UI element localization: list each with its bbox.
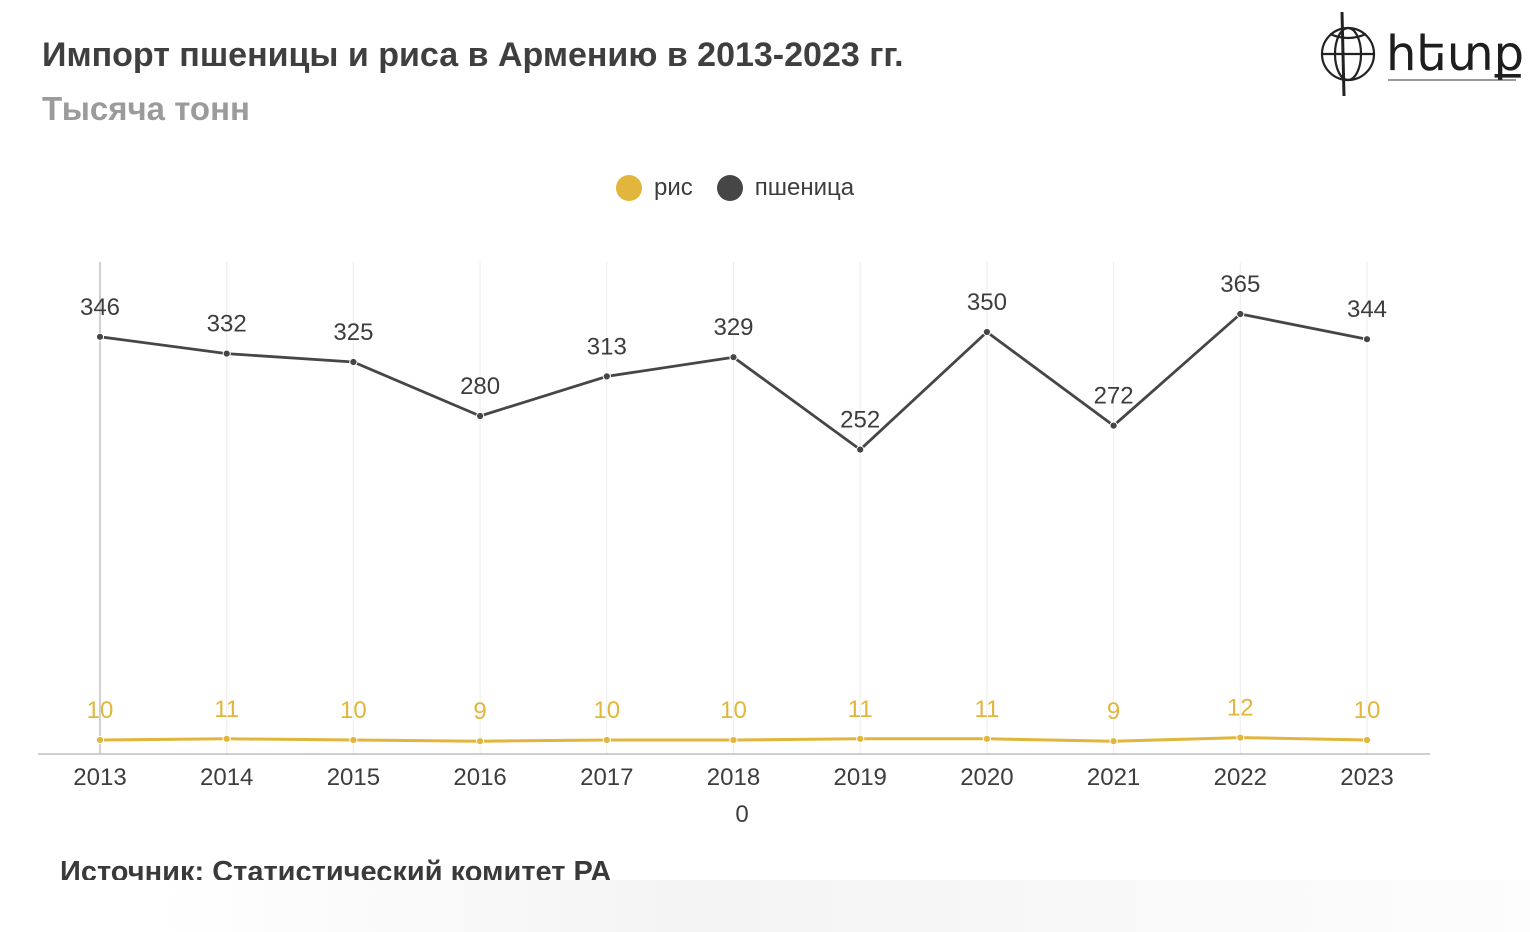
data-point-wheat	[856, 445, 865, 454]
data-label-rice: 12	[1227, 695, 1254, 722]
bottom-fade	[0, 880, 1530, 932]
data-point-rice	[349, 735, 358, 745]
data-label-wheat: 272	[1094, 383, 1134, 410]
data-label-wheat: 350	[967, 289, 1007, 316]
hetq-logo: hետք	[1320, 11, 1524, 97]
data-point-rice	[1362, 735, 1372, 745]
data-point-wheat	[729, 353, 738, 362]
x-tick-label: 2015	[327, 764, 380, 791]
legend-label-rice: рис	[654, 174, 693, 201]
data-label-rice: 10	[1354, 697, 1381, 724]
data-point-wheat	[982, 327, 992, 337]
data-point-wheat	[1236, 309, 1245, 319]
chart-subtitle: Тысяча тонн	[42, 90, 250, 127]
data-label-rice: 10	[340, 697, 367, 724]
data-label-wheat: 332	[207, 311, 247, 338]
legend-item-rice[interactable]: рис	[616, 174, 693, 202]
x-tick-label: 2019	[834, 764, 887, 791]
data-point-wheat	[349, 357, 358, 367]
x-tick-label: 2013	[73, 764, 126, 791]
data-label-wheat: 346	[80, 294, 120, 321]
data-label-wheat: 329	[713, 314, 753, 341]
data-point-rice	[1109, 737, 1118, 746]
legend-label-wheat: пшеница	[754, 174, 855, 201]
data-point-rice	[95, 735, 105, 745]
x-tick-label: 2018	[707, 764, 760, 791]
data-label-rice: 9	[473, 698, 486, 725]
globe-logo-icon	[1320, 11, 1376, 97]
data-point-wheat	[1362, 335, 1372, 344]
data-label-rice: 10	[720, 697, 747, 724]
data-point-wheat	[1109, 421, 1118, 430]
data-point-rice	[982, 734, 992, 743]
chart-title: Импорт пшеницы и риса в Армению в 2013-2…	[42, 36, 904, 74]
data-point-rice	[1236, 733, 1245, 742]
logo-text: hետք	[1386, 26, 1524, 82]
line-chart: 2013 2014 2015 2016 2017 2018 2019 2020 2021 2022…	[38, 262, 1430, 828]
data-point-rice	[856, 734, 865, 743]
data-label-rice: 11	[848, 696, 873, 723]
data-point-wheat	[222, 349, 231, 358]
legend-item-wheat[interactable]: пшеница	[716, 174, 855, 202]
data-label-rice: 11	[974, 696, 999, 723]
data-point-rice	[476, 737, 485, 746]
data-point-wheat	[602, 372, 611, 381]
data-label-wheat: 313	[587, 333, 627, 360]
x-tick-label: 2020	[960, 764, 1013, 791]
x-tick-label: 2014	[200, 764, 253, 791]
data-label-rice: 11	[214, 696, 239, 723]
legend-swatch-wheat	[716, 175, 743, 201]
x-tick-label: 2023	[1340, 764, 1393, 791]
data-label-wheat: 325	[333, 319, 373, 346]
legend-swatch-rice	[616, 175, 642, 201]
x-tick-label: 2016	[453, 764, 506, 791]
data-label-wheat: 280	[460, 373, 500, 400]
data-label-wheat: 365	[1220, 271, 1260, 298]
data-point-rice	[729, 735, 738, 745]
data-label-wheat: 252	[840, 407, 880, 434]
x-axis-extra-label: 0	[735, 801, 748, 828]
data-label-rice: 9	[1107, 698, 1120, 725]
data-label-wheat: 344	[1347, 296, 1387, 323]
data-label-rice: 10	[87, 697, 114, 724]
data-point-rice	[222, 734, 231, 743]
data-point-wheat	[476, 411, 485, 421]
data-point-rice	[602, 735, 611, 745]
data-point-wheat	[95, 332, 105, 341]
legend: рис пшеница	[616, 174, 878, 202]
data-label-rice: 10	[593, 697, 620, 724]
x-tick-label: 2021	[1087, 764, 1140, 791]
x-tick-label: 2017	[580, 764, 633, 791]
x-tick-label: 2022	[1214, 764, 1267, 791]
